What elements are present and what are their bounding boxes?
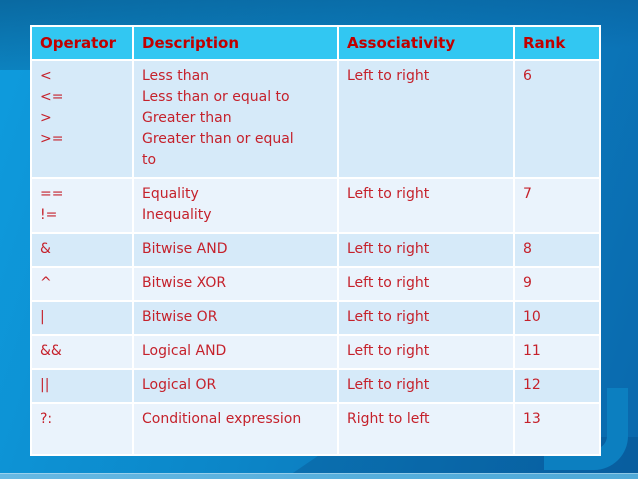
bottom-edge-strip (0, 473, 638, 479)
cell-description: Equality Inequality (132, 177, 339, 234)
cell-associativity: Left to right (337, 59, 515, 179)
cell-associativity: Left to right (337, 232, 515, 268)
cell-operator: | (30, 300, 134, 336)
cell-description: Bitwise OR (132, 300, 339, 336)
cell-operator: ?: (30, 402, 134, 456)
cell-associativity: Left to right (337, 177, 515, 234)
table-row: || Logical OR Left to right 12 (30, 368, 601, 404)
cell-associativity: Left to right (337, 334, 515, 370)
cell-operator: & (30, 232, 134, 268)
cell-rank: 8 (513, 232, 601, 268)
cell-description: Bitwise XOR (132, 266, 339, 302)
cell-rank: 11 (513, 334, 601, 370)
cell-rank: 9 (513, 266, 601, 302)
cell-description: Logical AND (132, 334, 339, 370)
cell-operator: < <= > >= (30, 59, 134, 179)
cell-operator: || (30, 368, 134, 404)
table-row: < <= > >= Less than Less than or equal to… (30, 59, 601, 179)
cell-rank: 10 (513, 300, 601, 336)
cell-operator: == != (30, 177, 134, 234)
header-cell-rank: Rank (513, 25, 601, 61)
table-body: < <= > >= Less than Less than or equal to… (30, 59, 601, 456)
cell-associativity: Left to right (337, 266, 515, 302)
header-cell-operator: Operator (30, 25, 134, 61)
header-row: Operator Description Associativity Rank (30, 25, 601, 61)
cell-associativity: Left to right (337, 300, 515, 336)
table-row: | Bitwise OR Left to right 10 (30, 300, 601, 336)
table-row: == != Equality Inequality Left to right 7 (30, 177, 601, 234)
header-cell-associativity: Associativity (337, 25, 515, 61)
cell-associativity: Right to left (337, 402, 515, 456)
cell-operator: && (30, 334, 134, 370)
cell-rank: 6 (513, 59, 601, 179)
cell-rank: 7 (513, 177, 601, 234)
cell-operator: ^ (30, 266, 134, 302)
cell-rank: 13 (513, 402, 601, 456)
cell-description: Bitwise AND (132, 232, 339, 268)
cell-description: Logical OR (132, 368, 339, 404)
operator-precedence-table: Operator Description Associativity Rank … (30, 25, 601, 456)
cell-rank: 12 (513, 368, 601, 404)
cell-associativity: Left to right (337, 368, 515, 404)
cell-description: Conditional expression (132, 402, 339, 456)
header-cell-description: Description (132, 25, 339, 61)
cell-description: Less than Less than or equal to Greater … (132, 59, 339, 179)
table-row: && Logical AND Left to right 11 (30, 334, 601, 370)
table-row: & Bitwise AND Left to right 8 (30, 232, 601, 268)
table-row: ^ Bitwise XOR Left to right 9 (30, 266, 601, 302)
table-row: ?: Conditional expression Right to left 13 (30, 402, 601, 456)
